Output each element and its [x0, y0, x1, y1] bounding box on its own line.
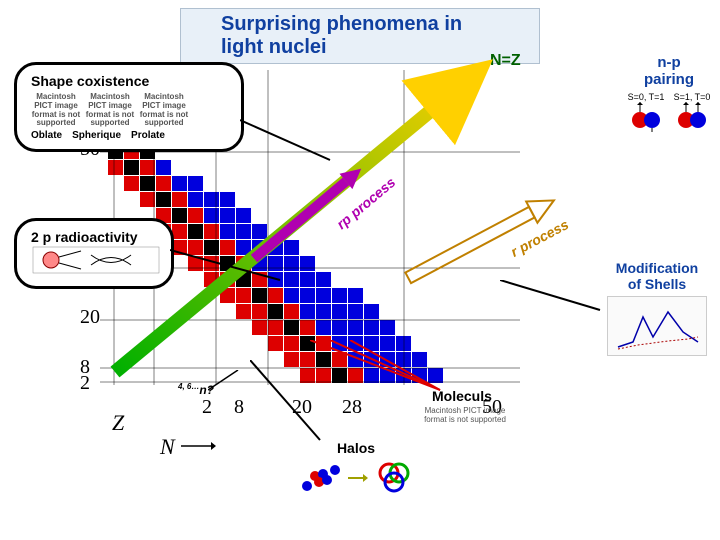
np-state2: S=1, T=0 [672, 92, 712, 102]
callout-pointer-icon [240, 110, 340, 170]
pict-placeholder: Macintosh PICT image format is not suppo… [139, 93, 189, 128]
radioactivity-2p-callout: 2 p radioactivity [14, 218, 174, 289]
callout-pointer-icon [310, 340, 450, 400]
radioactivity-2p-diagram-icon [31, 245, 161, 275]
mod-shells-callout: Modification of Shells [602, 260, 712, 356]
pict-placeholder: Macintosh PICT image format is not suppo… [85, 93, 135, 128]
z-tick: 8 [80, 356, 90, 379]
shape-coexistence-callout: Shape coxistence Macintosh PICT image fo… [14, 62, 244, 152]
n-axis-arrow-icon [156, 436, 216, 456]
z-axis-label: Z [112, 410, 124, 436]
callout-pointer-icon [170, 240, 290, 290]
mod-shells-l1: Modification [602, 260, 712, 276]
callout-pointer-icon [208, 370, 248, 400]
pict-placeholder: Macintosh PICT image format is not suppo… [420, 406, 510, 424]
multi-n-prefix: 4, 6… [178, 382, 199, 391]
np-state1: S=0, T=1 [626, 92, 666, 102]
mod-shells-l2: of Shells [602, 276, 712, 292]
callout-pointer-icon [500, 280, 610, 320]
np-line2: pairing [626, 71, 712, 88]
np-pairing-label: n-p pairing S=0, T=1 S=1, T=0 [626, 54, 712, 134]
radioactivity-2p-title: 2 p radioactivity [31, 229, 157, 245]
shape-label: Prolate [131, 130, 165, 141]
shape-label: Spherique [72, 130, 121, 141]
pict-placeholder: Macintosh PICT image format is not suppo… [31, 93, 81, 128]
shape-coexistence-title: Shape coxistence [31, 73, 227, 89]
shape-label: Oblate [31, 130, 62, 141]
halo-cluster-icon [300, 463, 340, 493]
borromean-rings-icon [376, 460, 412, 496]
mod-shells-graph-icon [607, 296, 707, 356]
callout-pointer-icon [250, 360, 330, 450]
z-tick: 20 [80, 306, 100, 329]
np-pair-icon [672, 102, 712, 132]
arrow-icon [348, 472, 368, 484]
np-pair-icon [626, 102, 666, 132]
np-line1: n-p [626, 54, 712, 71]
